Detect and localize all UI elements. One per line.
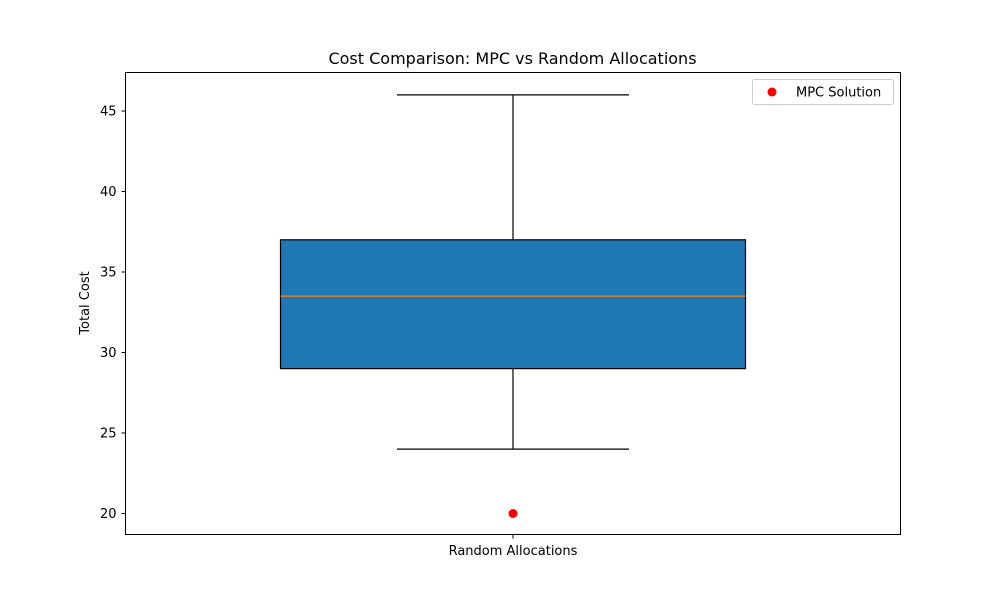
x-tick-label-random-allocations: Random Allocations xyxy=(449,544,578,559)
y-tick-label-35: 35 xyxy=(100,266,117,281)
y-axis-label: Total Cost xyxy=(78,271,93,335)
y-tick-label-30: 30 xyxy=(100,346,117,361)
legend: MPC Solution xyxy=(752,79,894,105)
y-tick-label-25: 25 xyxy=(100,427,117,442)
y-tick-label-20: 20 xyxy=(100,507,117,522)
mpc-solution-point xyxy=(508,509,518,518)
legend-label-mpc-solution: MPC Solution xyxy=(796,86,881,101)
iqr-box xyxy=(279,239,747,370)
y-tick-label-40: 40 xyxy=(100,185,117,200)
y-tick-label-45: 45 xyxy=(100,105,117,120)
chart-title: Cost Comparison: MPC vs Random Allocatio… xyxy=(328,49,696,68)
legend-frame xyxy=(752,79,894,105)
plot-area: 20 25 30 35 40 45 Random Allocations xyxy=(100,72,901,559)
legend-marker-mpc-solution xyxy=(767,87,777,97)
